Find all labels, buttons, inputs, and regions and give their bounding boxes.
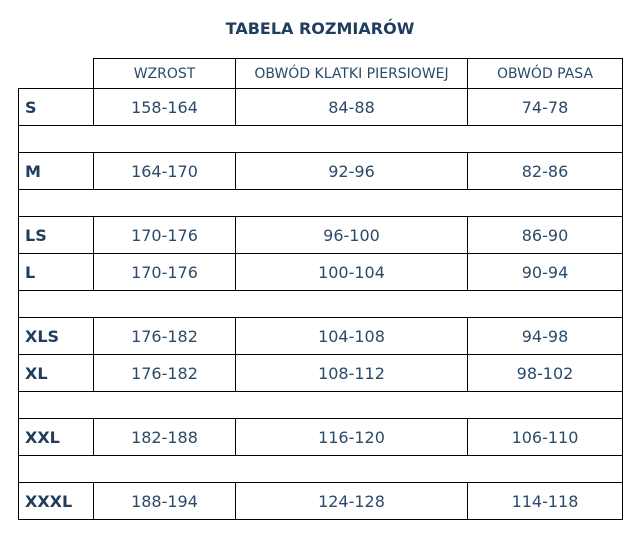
cell-size: S bbox=[18, 88, 94, 126]
cell-size: L bbox=[18, 253, 94, 291]
cell-chest: 116-120 bbox=[235, 418, 468, 456]
spacer-row bbox=[18, 189, 623, 217]
header-empty-cell bbox=[18, 58, 94, 89]
cell-height: 176-182 bbox=[93, 354, 236, 392]
spacer-cell bbox=[18, 125, 623, 153]
spacer-cell bbox=[18, 290, 623, 318]
table-row: XL 176-182 108-112 98-102 bbox=[18, 354, 623, 392]
header-waist: OBWÓD PASA bbox=[467, 58, 623, 89]
cell-waist: 82-86 bbox=[467, 152, 623, 190]
header-row: WZROST OBWÓD KLATKI PIERSIOWEJ OBWÓD PAS… bbox=[18, 58, 623, 89]
cell-waist: 74-78 bbox=[467, 88, 623, 126]
cell-waist: 106-110 bbox=[467, 418, 623, 456]
cell-height: 164-170 bbox=[93, 152, 236, 190]
cell-waist: 90-94 bbox=[467, 253, 623, 291]
cell-waist: 114-118 bbox=[467, 482, 623, 520]
cell-chest: 100-104 bbox=[235, 253, 468, 291]
cell-size: XXL bbox=[18, 418, 94, 456]
cell-height: 170-176 bbox=[93, 216, 236, 254]
cell-height: 158-164 bbox=[93, 88, 236, 126]
cell-height: 176-182 bbox=[93, 317, 236, 355]
spacer-cell bbox=[18, 455, 623, 483]
header-chest: OBWÓD KLATKI PIERSIOWEJ bbox=[235, 58, 468, 89]
cell-waist: 98-102 bbox=[467, 354, 623, 392]
cell-chest: 84-88 bbox=[235, 88, 468, 126]
table-row: L 170-176 100-104 90-94 bbox=[18, 253, 623, 291]
spacer-cell bbox=[18, 189, 623, 217]
cell-height: 188-194 bbox=[93, 482, 236, 520]
size-table: WZROST OBWÓD KLATKI PIERSIOWEJ OBWÓD PAS… bbox=[18, 58, 623, 520]
cell-height: 170-176 bbox=[93, 253, 236, 291]
table-row: XXXL 188-194 124-128 114-118 bbox=[18, 482, 623, 520]
cell-waist: 86-90 bbox=[467, 216, 623, 254]
cell-size: M bbox=[18, 152, 94, 190]
page-title: TABELA ROZMIARÓW bbox=[225, 19, 415, 38]
cell-size: XXXL bbox=[18, 482, 94, 520]
cell-chest: 108-112 bbox=[235, 354, 468, 392]
spacer-row bbox=[18, 391, 623, 419]
spacer-row bbox=[18, 455, 623, 483]
cell-height: 182-188 bbox=[93, 418, 236, 456]
cell-chest: 92-96 bbox=[235, 152, 468, 190]
spacer-row bbox=[18, 290, 623, 318]
cell-chest: 124-128 bbox=[235, 482, 468, 520]
cell-chest: 104-108 bbox=[235, 317, 468, 355]
table-row: XXL 182-188 116-120 106-110 bbox=[18, 418, 623, 456]
cell-size: XL bbox=[18, 354, 94, 392]
table-row: XLS 176-182 104-108 94-98 bbox=[18, 317, 623, 355]
cell-size: XLS bbox=[18, 317, 94, 355]
table-row: LS 170-176 96-100 86-90 bbox=[18, 216, 623, 254]
cell-size: LS bbox=[18, 216, 94, 254]
header-height: WZROST bbox=[93, 58, 236, 89]
cell-waist: 94-98 bbox=[467, 317, 623, 355]
table-row: S 158-164 84-88 74-78 bbox=[18, 88, 623, 126]
spacer-cell bbox=[18, 391, 623, 419]
spacer-row bbox=[18, 125, 623, 153]
cell-chest: 96-100 bbox=[235, 216, 468, 254]
table-row: M 164-170 92-96 82-86 bbox=[18, 152, 623, 190]
